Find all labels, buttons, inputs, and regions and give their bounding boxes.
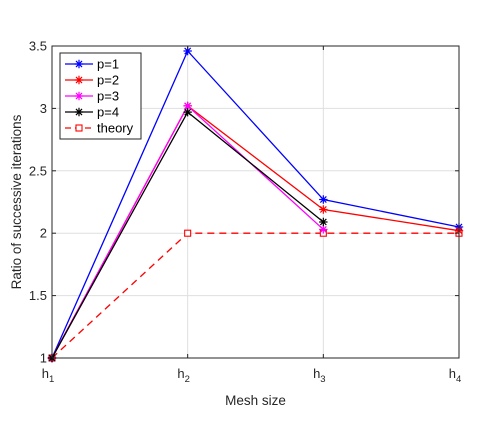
data-point bbox=[319, 217, 328, 227]
series-p=4 bbox=[47, 107, 328, 363]
legend-item: theory bbox=[65, 121, 134, 136]
legend-marker bbox=[74, 107, 84, 117]
data-point bbox=[319, 195, 328, 204]
x-tick-label: h4 bbox=[449, 366, 462, 385]
legend-label: p=4 bbox=[97, 105, 119, 120]
legend-item: p=1 bbox=[65, 57, 119, 72]
data-point bbox=[183, 46, 192, 56]
series-line bbox=[51, 232, 459, 359]
legend-marker bbox=[74, 91, 84, 101]
x-axis-label: Mesh size bbox=[225, 393, 286, 408]
axes-box bbox=[51, 45, 460, 359]
y-tick-labels: 1 1.5 2 2.5 3 3.5 bbox=[29, 39, 47, 366]
data-point bbox=[183, 101, 192, 111]
data-point bbox=[183, 107, 192, 117]
y-tick-label: 1 bbox=[40, 351, 47, 366]
y-tick-label: 1.5 bbox=[29, 288, 47, 303]
data-point bbox=[319, 225, 328, 234]
legend-marker bbox=[74, 75, 84, 85]
data-point bbox=[184, 229, 192, 237]
y-tick-label: 3 bbox=[40, 101, 47, 116]
legend-label: p=1 bbox=[97, 57, 119, 72]
legend-label: theory bbox=[97, 121, 134, 136]
legend-label: p=2 bbox=[97, 73, 119, 88]
x-tick-label: h1 bbox=[42, 366, 55, 385]
series-layer bbox=[47, 46, 464, 363]
legend-item: p=4 bbox=[65, 105, 119, 120]
y-axis-label: Ratio of successive iterations bbox=[9, 114, 24, 289]
legend-marker bbox=[75, 124, 83, 132]
legend-label: p=3 bbox=[97, 89, 119, 104]
y-tick-label: 2.5 bbox=[29, 163, 47, 178]
legend-item: p=3 bbox=[65, 89, 119, 104]
y-tick-label: 3.5 bbox=[29, 39, 47, 54]
x-tick-label: h2 bbox=[177, 366, 190, 385]
y-tick-label: 2 bbox=[40, 226, 47, 241]
x-tick-label: h3 bbox=[313, 366, 326, 385]
axis-ticks bbox=[51, 45, 460, 359]
series-line bbox=[51, 49, 460, 359]
x-tick-labels: h1 h2 h3 h4 bbox=[42, 366, 462, 385]
data-point bbox=[319, 205, 328, 214]
legend-marker bbox=[74, 59, 84, 69]
legend-item: p=2 bbox=[65, 73, 119, 88]
